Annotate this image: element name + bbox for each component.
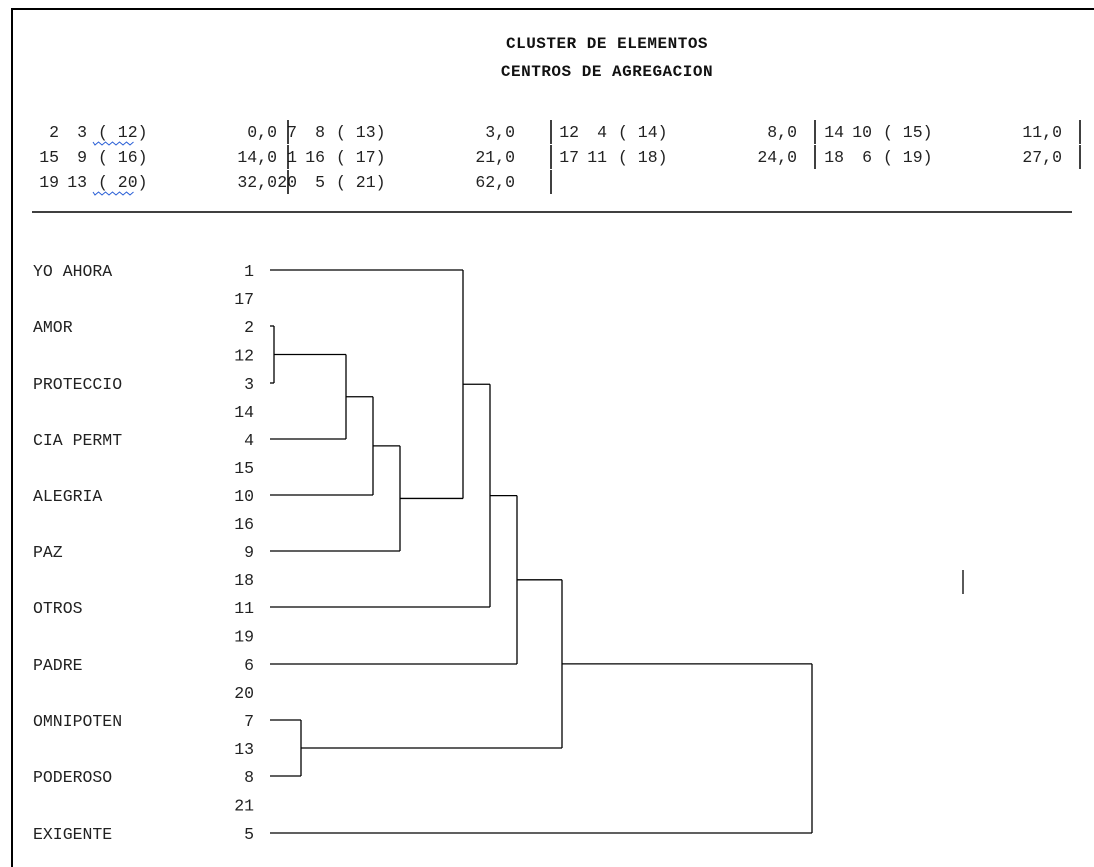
leaf-number: 8: [244, 768, 254, 787]
merge-item-b: 4: [597, 123, 607, 142]
chart-subtitle: CENTROS DE AGREGACION: [500, 63, 714, 81]
merge-table: 2 3 ( 12) 0,0 7 8 ( 13) 3,0 12 4 ( 14) 8,0 14 10 ( 15)…: [39, 120, 1081, 196]
leaf-number: 5: [244, 825, 254, 844]
merge-node: ( 18): [618, 148, 668, 167]
chart-title: CLUSTER DE ELEMENTOS: [505, 35, 709, 53]
leaf-number: 9: [244, 543, 254, 562]
leaf-label: PODEROSO: [33, 768, 112, 787]
leaf-number: 7: [244, 712, 254, 731]
merge-node: ( 17): [336, 148, 386, 167]
leaf-label: OTROS: [33, 599, 83, 618]
merge-item-b: 10: [852, 123, 872, 142]
spellcheck-underline: [92, 191, 134, 196]
merge-item-b: 11: [587, 148, 607, 167]
merge-item-b: 6: [862, 148, 872, 167]
merge-node: ( 21): [336, 173, 386, 192]
merge-item-a: 19: [39, 173, 59, 192]
leaf-label: ALEGRIA: [33, 487, 102, 506]
merge-item-a: 12: [559, 123, 579, 142]
merge-item-b: 9: [77, 148, 87, 167]
node-number: 12: [234, 347, 254, 366]
leaf-label: AMOR: [33, 318, 73, 337]
leaf-label: PADRE: [33, 656, 83, 675]
merge-item-b: 16: [305, 148, 325, 167]
merge-distance: 14,0: [237, 148, 277, 167]
merge-item-a: 14: [824, 123, 844, 142]
leaf-label: OMNIPOTEN: [33, 712, 122, 731]
merge-item-a: 17: [559, 148, 579, 167]
merge-node: ( 19): [883, 148, 933, 167]
merge-distance: 3,0: [485, 123, 515, 142]
merge-node: ( 20): [98, 173, 148, 192]
node-number: 19: [234, 628, 254, 647]
leaf-number: 2: [244, 318, 254, 337]
merge-item-b: 5: [315, 173, 325, 192]
dendrogram-frame: [11, 8, 1094, 867]
merge-distance: 8,0: [767, 123, 797, 142]
merge-node: ( 14): [618, 123, 668, 142]
leaf-label: YO AHORA: [33, 262, 112, 281]
node-number: 21: [234, 797, 254, 816]
merge-distance: 21,0: [475, 148, 515, 167]
leaf-labels: YO AHORA 1 AMOR 2 PROTECCIO 3 CIA PERMT 4 ALEGRI…: [33, 262, 254, 844]
node-number: 16: [234, 515, 254, 534]
leaf-label: CIA PERMT: [33, 431, 122, 450]
node-number: 18: [234, 571, 254, 590]
leaf-number: 3: [244, 375, 254, 394]
merge-distance: 27,0: [1022, 148, 1062, 167]
node-number: 14: [234, 403, 254, 422]
leaf-number: 1: [244, 262, 254, 281]
leaf-label: EXIGENTE: [33, 825, 112, 844]
merge-item-a: 1: [287, 148, 297, 167]
leaf-number: 4: [244, 431, 254, 450]
merge-distance: 24,0: [757, 148, 797, 167]
merge-node: ( 15): [883, 123, 933, 142]
merge-item-b: 13: [67, 173, 87, 192]
leaf-label: PROTECCIO: [33, 375, 122, 394]
merge-node: ( 16): [98, 148, 148, 167]
node-number: 17: [234, 290, 254, 309]
leaf-number: 10: [234, 487, 254, 506]
merge-item-a: 7: [287, 123, 297, 142]
node-number: 13: [234, 740, 254, 759]
merge-item-b: 3: [77, 123, 87, 142]
leaf-label: PAZ: [33, 543, 63, 562]
node-labels: 17 12 14 15 16 18 19 20 13 21: [234, 290, 254, 816]
merge-item-a: 20: [277, 173, 297, 192]
merge-node: ( 12): [98, 123, 148, 142]
node-number: 15: [234, 459, 254, 478]
leaf-number: 6: [244, 656, 254, 675]
merge-distance: 32,0: [237, 173, 277, 192]
merge-item-a: 2: [49, 123, 59, 142]
dendrogram-tree: [270, 269, 813, 834]
merge-distance: 62,0: [475, 173, 515, 192]
merge-item-a: 18: [824, 148, 844, 167]
node-number: 20: [234, 684, 254, 703]
merge-distance: 11,0: [1022, 123, 1062, 142]
merge-item-b: 8: [315, 123, 325, 142]
leaf-number: 11: [234, 599, 254, 618]
spellcheck-underline: [92, 141, 134, 146]
merge-node: ( 13): [336, 123, 386, 142]
merge-item-a: 15: [39, 148, 59, 167]
merge-distance: 0,0: [247, 123, 277, 142]
